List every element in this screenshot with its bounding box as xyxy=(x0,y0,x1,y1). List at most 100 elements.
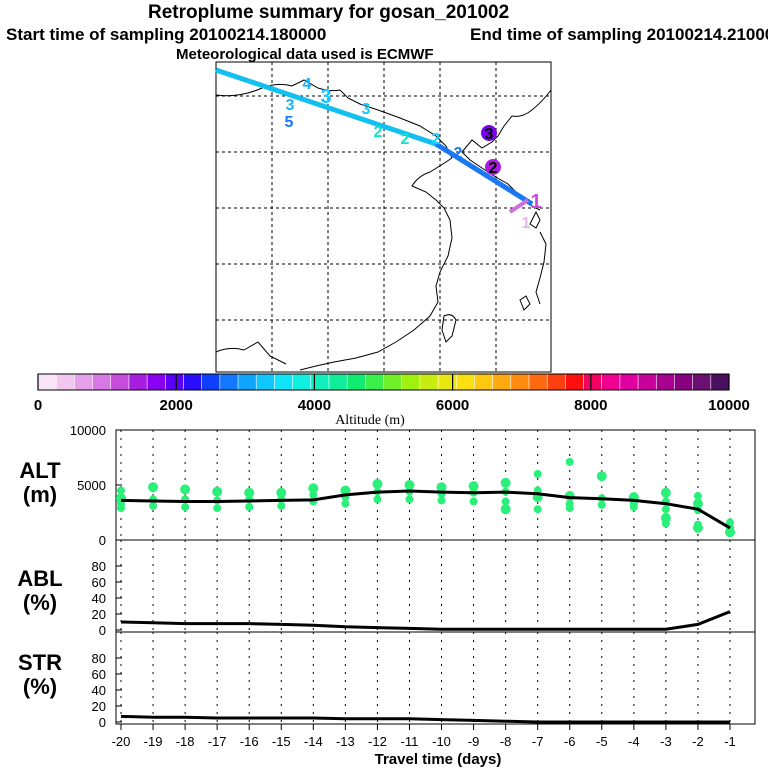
series-line xyxy=(120,714,730,724)
scatter-point xyxy=(501,497,510,506)
panel-label: STR xyxy=(18,650,62,675)
scatter-point xyxy=(404,480,415,490)
colorbar-cell xyxy=(655,373,676,391)
colorbar-cell xyxy=(37,373,57,391)
plume-point: 2 xyxy=(432,131,441,148)
scatter-point xyxy=(693,492,702,500)
colorbar-tick-label: 10000 xyxy=(708,397,750,414)
x-tick-label: -8 xyxy=(500,734,512,749)
colorbar-cell xyxy=(437,373,458,391)
scatter-point xyxy=(629,503,638,511)
scatter-point xyxy=(565,504,574,513)
scatter-point xyxy=(149,501,158,510)
colorbar-tick-label: 4000 xyxy=(298,397,331,414)
colorbar-cell xyxy=(328,373,348,391)
colorbar-cell xyxy=(292,373,312,391)
colorbar-cells xyxy=(37,373,730,391)
colorbar-cell xyxy=(128,373,148,391)
x-tick-label: -19 xyxy=(144,734,163,749)
plume-point-label: 3 xyxy=(362,101,371,118)
colorbar-cell xyxy=(510,373,530,391)
scatter-point xyxy=(372,478,383,489)
scatter-point xyxy=(692,498,703,509)
end-time-label: End time of sampling 20100214.210000 xyxy=(470,25,768,44)
colorbar-cell xyxy=(183,373,203,391)
map-frame xyxy=(215,61,552,373)
plume-track xyxy=(215,67,534,214)
colorbar-tick-label: 0 xyxy=(34,397,42,414)
plume-point-label: 2 xyxy=(374,124,383,141)
plume-point: 5 xyxy=(285,114,294,131)
plume-point-label: 2 xyxy=(432,131,441,148)
plume-point-label: 5 xyxy=(285,114,294,131)
colorbar-cell xyxy=(474,373,494,391)
scatter-point xyxy=(373,495,382,504)
plume-point: 2 xyxy=(374,124,383,141)
colorbar-cell xyxy=(110,373,130,391)
scatter-point xyxy=(277,501,286,510)
x-tick-label: -13 xyxy=(336,734,355,749)
plume-point: 2 xyxy=(454,145,463,162)
y-tick-label: 0 xyxy=(99,533,106,548)
scatter-point xyxy=(500,504,511,515)
colorbar-tick-label: 6000 xyxy=(436,397,469,414)
scatter-point xyxy=(533,470,542,478)
colorbar-ticks: 0 2000 4000 6000 8000 10000 xyxy=(34,374,750,414)
y-tick-label: 10000 xyxy=(70,423,106,438)
y-tick-label: 5000 xyxy=(77,478,106,493)
y-tick-label: 80 xyxy=(92,559,106,574)
series-line xyxy=(120,489,731,530)
colorbar-cell xyxy=(565,373,585,391)
plume-point-label: 2 xyxy=(454,145,463,162)
plume-path-end xyxy=(508,198,530,214)
x-tick-label: -17 xyxy=(208,734,227,749)
scatter-point xyxy=(692,522,703,533)
colorbar-cell xyxy=(164,373,185,391)
colorbar-cell xyxy=(546,373,567,391)
panel-frame xyxy=(115,429,756,541)
plume-point-label: 3 xyxy=(485,126,494,143)
scatter-point xyxy=(660,487,671,498)
x-tick-label: -18 xyxy=(176,734,195,749)
x-tick-label: -6 xyxy=(564,734,576,749)
colorbar-cell xyxy=(401,373,421,391)
scatter-point xyxy=(245,503,254,511)
x-tick-label: -10 xyxy=(432,734,451,749)
plume-point-label: 1 xyxy=(530,191,541,213)
colorbar-cell xyxy=(419,373,439,391)
x-tick-label: -14 xyxy=(304,734,323,749)
plume-point: 3 xyxy=(481,125,497,143)
colorbar-cell xyxy=(383,373,403,391)
colorbar-cell xyxy=(601,373,621,391)
scatter-point xyxy=(181,503,190,511)
x-tick-label: -20 xyxy=(112,734,131,749)
scatter-point xyxy=(148,482,159,493)
x-tick-label: -12 xyxy=(368,734,387,749)
plume-point-label: 3 xyxy=(320,86,331,108)
colorbar-cell xyxy=(710,373,730,391)
colorbar-cell xyxy=(201,373,221,391)
x-tick-label: -15 xyxy=(272,734,291,749)
y-tick-label: 20 xyxy=(92,607,106,622)
x-tick-label: -3 xyxy=(660,734,672,749)
colorbar-cell xyxy=(492,373,512,391)
scatter-point xyxy=(308,483,319,494)
colorbar-cell xyxy=(528,373,548,391)
x-tick-label: -5 xyxy=(596,734,608,749)
plume-point: 2 xyxy=(401,131,410,148)
scatter-point xyxy=(341,499,350,508)
scatter-point xyxy=(725,527,735,538)
colorbar-cell xyxy=(274,373,294,391)
panel-unit: (%) xyxy=(23,590,57,615)
scatter-point xyxy=(213,504,222,513)
plume-point: 4 xyxy=(303,76,312,93)
panel-frame xyxy=(115,631,756,725)
scatter-point xyxy=(661,519,670,528)
scatter-point xyxy=(597,500,606,509)
y-tick-label: 80 xyxy=(92,651,106,666)
colorbar-cell xyxy=(55,373,76,391)
colorbar-tick-label: 8000 xyxy=(574,397,607,414)
